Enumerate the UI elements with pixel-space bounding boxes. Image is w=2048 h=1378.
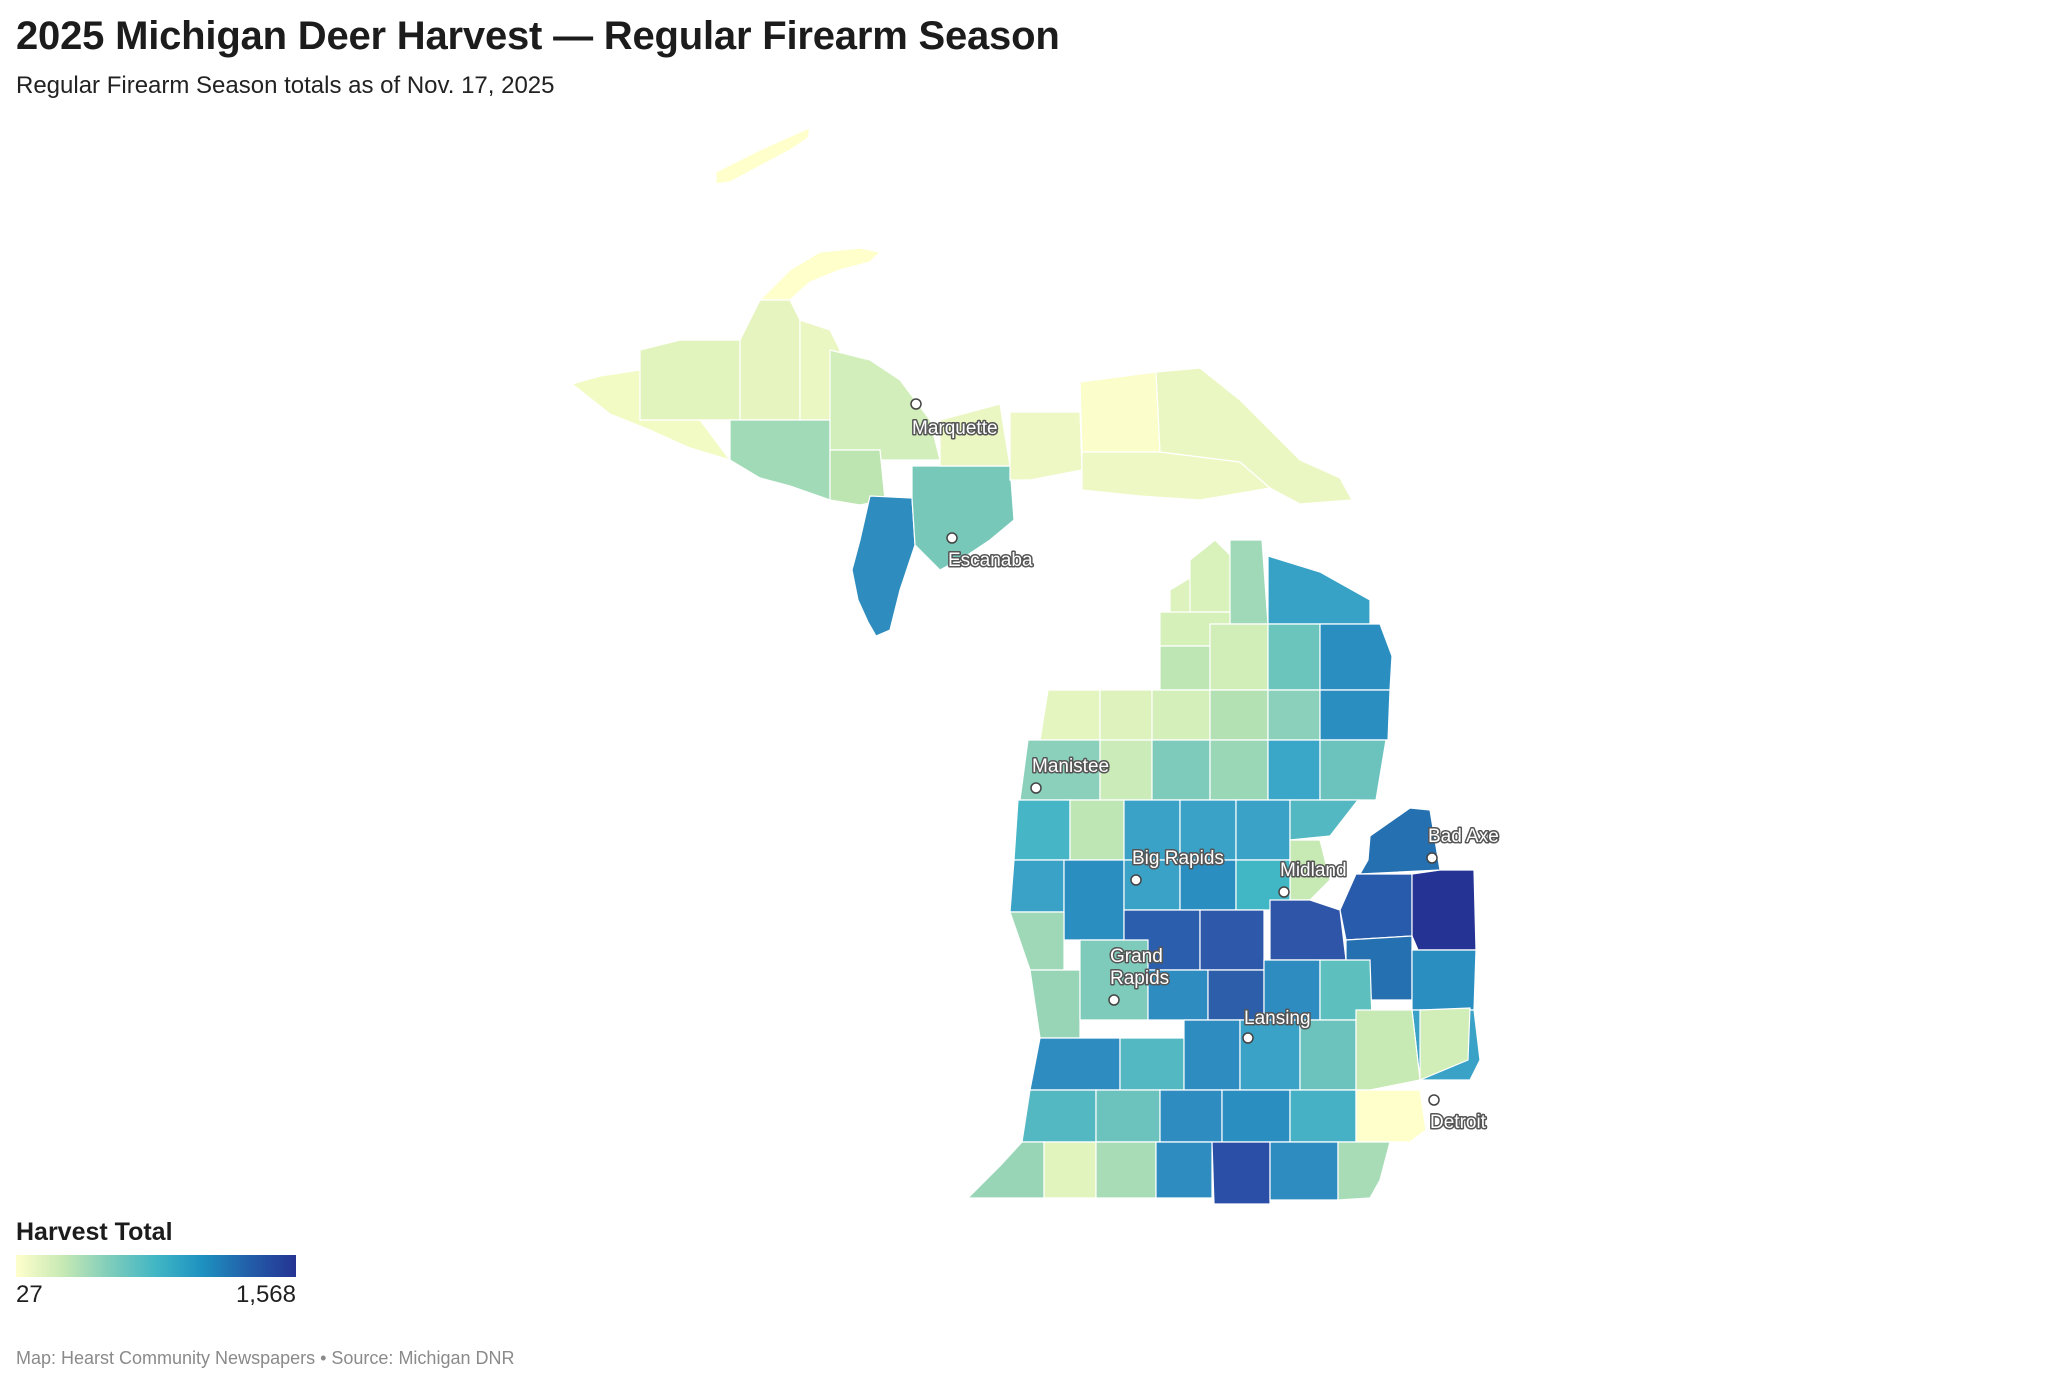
city-label: Lansing bbox=[1244, 1008, 1311, 1029]
county-jackson[interactable] bbox=[1221, 1089, 1291, 1143]
source-credit: Map: Hearst Community Newspapers • Sourc… bbox=[16, 1348, 515, 1368]
city-bad-axe[interactable]: Bad Axe bbox=[1426, 825, 1500, 864]
county-kalkaska[interactable] bbox=[1151, 689, 1211, 741]
county-luce[interactable] bbox=[1079, 371, 1161, 453]
city-grand-rapids[interactable]: Grand Rapids bbox=[1108, 945, 1171, 1006]
county-cass[interactable] bbox=[1043, 1141, 1097, 1199]
county-lapeer-east[interactable] bbox=[1419, 1007, 1471, 1081]
county-st-joseph[interactable] bbox=[1095, 1141, 1157, 1199]
county-gladwin[interactable] bbox=[1235, 799, 1291, 861]
color-legend: Harvest Total 27 1,568 bbox=[16, 1218, 296, 1309]
county-ingham[interactable] bbox=[1239, 1019, 1301, 1091]
county-oscoda[interactable] bbox=[1267, 689, 1321, 741]
county-muskegon[interactable] bbox=[1009, 911, 1065, 971]
city-lansing[interactable]: Lansing bbox=[1242, 1007, 1312, 1044]
county-ontonagon[interactable] bbox=[639, 339, 741, 421]
county-keweenaw[interactable] bbox=[758, 247, 882, 301]
legend-title: Harvest Total bbox=[16, 1218, 173, 1246]
county-monroe[interactable] bbox=[1337, 1141, 1391, 1201]
county-missaukee[interactable] bbox=[1151, 739, 1211, 801]
county-houghton[interactable] bbox=[739, 299, 801, 421]
county-branch[interactable] bbox=[1155, 1141, 1213, 1199]
city-markers: Marquette Escanaba Manistee Big Rapids M… bbox=[910, 398, 1500, 1135]
city-label: Manistee bbox=[1032, 756, 1109, 777]
county-oceana[interactable] bbox=[1009, 859, 1065, 913]
legend-color-ramp bbox=[16, 1255, 296, 1277]
city-manistee[interactable]: Manistee bbox=[1030, 755, 1111, 794]
county-berrien[interactable] bbox=[966, 1141, 1045, 1199]
county-presque-isle[interactable] bbox=[1267, 555, 1371, 625]
city-detroit[interactable]: Detroit bbox=[1428, 1094, 1488, 1135]
county-washtenaw[interactable] bbox=[1289, 1089, 1357, 1143]
lower-peninsula bbox=[966, 539, 1481, 1205]
county-eaton[interactable] bbox=[1183, 1019, 1241, 1091]
county-saginaw[interactable] bbox=[1269, 899, 1347, 961]
city-label: Escanaba bbox=[948, 550, 1033, 571]
county-emmet[interactable] bbox=[1189, 539, 1236, 613]
county-arenac[interactable] bbox=[1289, 799, 1360, 841]
county-gogebic[interactable] bbox=[570, 369, 732, 462]
map-title: 2025 Michigan Deer Harvest — Regular Fir… bbox=[16, 14, 1060, 58]
county-alcona[interactable] bbox=[1319, 689, 1391, 741]
county-marquette[interactable] bbox=[829, 349, 941, 461]
city-big-rapids[interactable]: Big Rapids bbox=[1130, 847, 1225, 886]
city-label: Bad Axe bbox=[1428, 826, 1499, 847]
city-label: Marquette bbox=[912, 418, 998, 439]
county-van-buren[interactable] bbox=[1021, 1089, 1097, 1143]
county-macomb[interactable] bbox=[1355, 1009, 1421, 1091]
legend-max-label: 1,568 bbox=[235, 1281, 296, 1308]
county-barry[interactable] bbox=[1119, 1037, 1185, 1091]
county-tuscola[interactable] bbox=[1339, 873, 1413, 941]
county-gratiot[interactable] bbox=[1199, 909, 1265, 971]
county-grand-traverse[interactable] bbox=[1099, 689, 1153, 741]
county-lenawee[interactable] bbox=[1269, 1141, 1339, 1201]
county-calhoun[interactable] bbox=[1159, 1089, 1223, 1143]
map-subtitle: Regular Firearm Season totals as of Nov.… bbox=[16, 72, 555, 99]
county-chippewa[interactable] bbox=[1155, 367, 1353, 505]
county-livingston[interactable] bbox=[1299, 1019, 1357, 1091]
county-allegan[interactable] bbox=[1029, 1037, 1121, 1091]
county-sanilac[interactable] bbox=[1411, 869, 1477, 951]
city-label: Detroit bbox=[1430, 1112, 1487, 1133]
county-ogemaw[interactable] bbox=[1267, 739, 1321, 801]
county-wayne[interactable] bbox=[1355, 1089, 1427, 1143]
county-otsego[interactable] bbox=[1209, 623, 1269, 691]
county-lake[interactable] bbox=[1069, 799, 1125, 861]
county-iosco[interactable] bbox=[1319, 739, 1387, 801]
county-newaygo[interactable] bbox=[1063, 859, 1125, 941]
county-crawford[interactable] bbox=[1209, 689, 1269, 741]
county-delta[interactable] bbox=[911, 465, 1015, 571]
county-isle-royale[interactable] bbox=[715, 127, 811, 185]
county-kalamazoo[interactable] bbox=[1095, 1089, 1161, 1143]
county-mason[interactable] bbox=[1013, 799, 1071, 861]
county-iron[interactable] bbox=[729, 419, 831, 501]
county-montmorency[interactable] bbox=[1267, 623, 1321, 691]
county-schoolcraft[interactable] bbox=[1009, 411, 1083, 481]
county-roscommon[interactable] bbox=[1209, 739, 1269, 801]
county-hillsdale[interactable] bbox=[1211, 1141, 1271, 1205]
county-antrim[interactable] bbox=[1159, 645, 1211, 691]
county-lapeer[interactable] bbox=[1411, 949, 1477, 1011]
county-cheboygan[interactable] bbox=[1229, 539, 1269, 625]
county-ottawa[interactable] bbox=[1029, 969, 1081, 1039]
county-alpena[interactable] bbox=[1319, 623, 1393, 691]
city-label: Grand Rapids bbox=[1110, 946, 1169, 989]
city-midland[interactable]: Midland bbox=[1278, 859, 1348, 898]
upper-peninsula bbox=[570, 127, 1353, 637]
city-escanaba[interactable]: Escanaba bbox=[946, 532, 1034, 573]
county-menominee[interactable] bbox=[851, 495, 916, 637]
city-label: Midland bbox=[1280, 860, 1347, 881]
legend-min-label: 27 bbox=[16, 1281, 43, 1308]
county-benzie[interactable] bbox=[1039, 689, 1101, 741]
city-marquette[interactable]: Marquette bbox=[910, 398, 999, 441]
city-label: Big Rapids bbox=[1132, 848, 1224, 869]
legend-labels: 27 1,568 bbox=[16, 1281, 296, 1309]
